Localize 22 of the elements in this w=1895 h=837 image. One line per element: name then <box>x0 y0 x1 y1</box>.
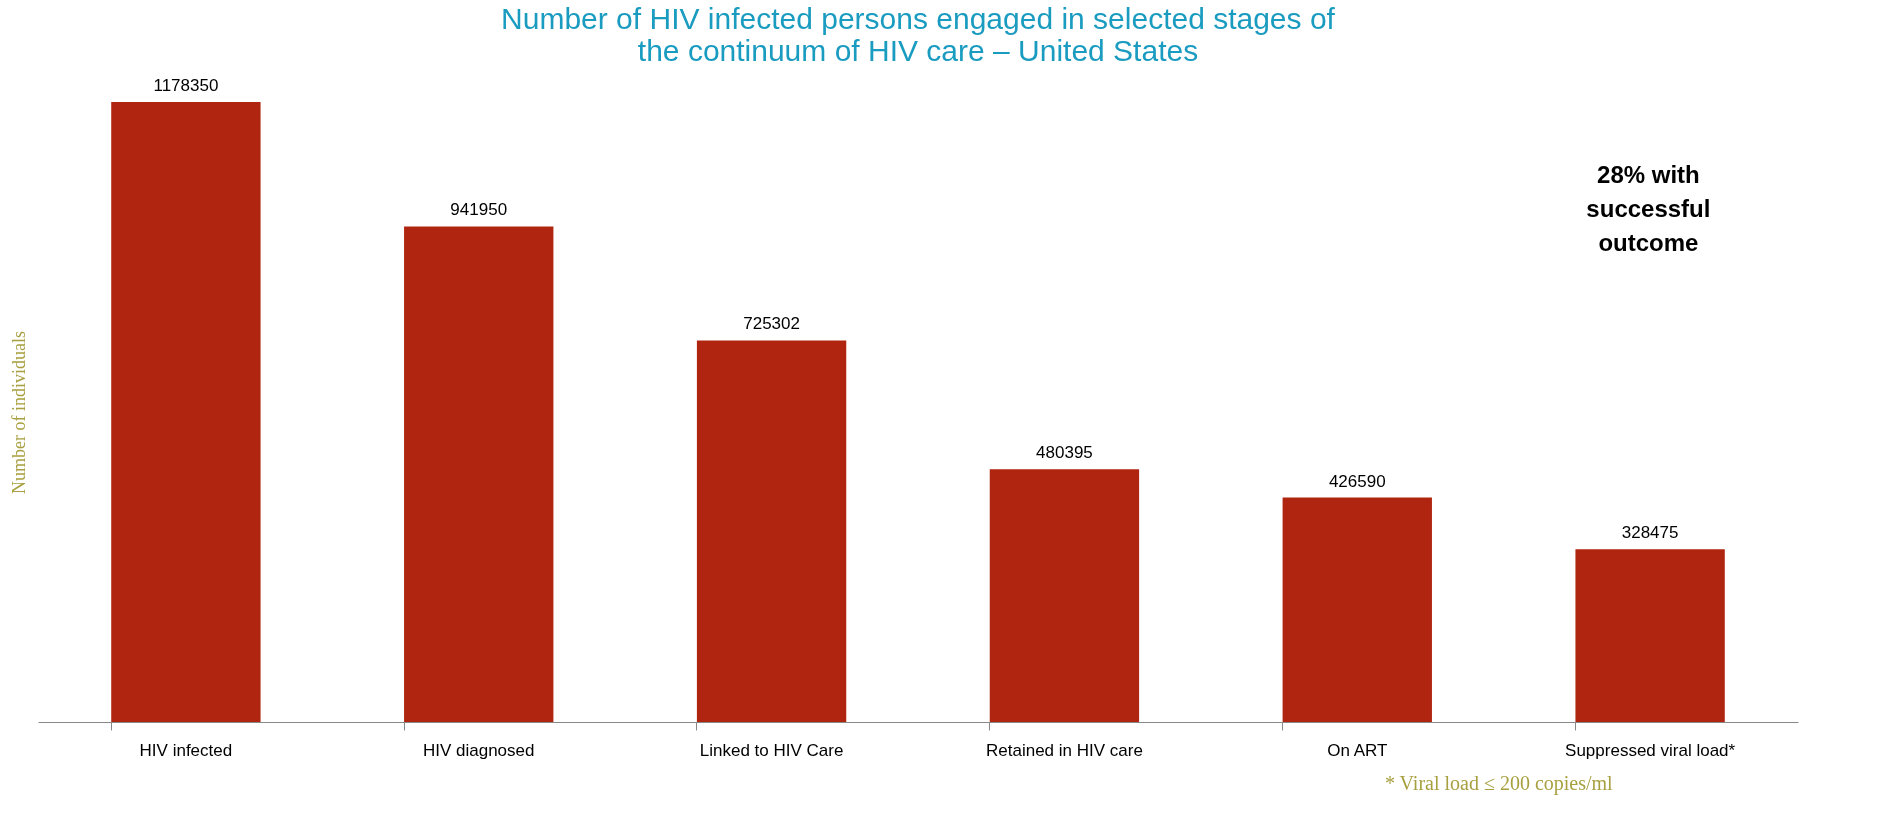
bar <box>404 226 554 722</box>
bar <box>111 102 261 722</box>
chart-title: Number of HIV infected persons engaged in selected stages of the continuum of HIV care – United States <box>501 2 1336 67</box>
data-label: 328475 <box>1621 523 1679 543</box>
data-label: 426590 <box>1328 471 1386 491</box>
x-tick-label: HIV infected <box>139 740 233 760</box>
x-tick-label: HIV diagnosed <box>422 740 535 760</box>
y-axis-title: Number of individuals <box>8 331 29 494</box>
x-tick-label: Suppressed viral load* <box>1565 740 1736 760</box>
bar <box>1575 549 1725 722</box>
x-tick-label: Linked to HIV Care <box>699 740 844 760</box>
x-tick-label: On ART <box>1327 740 1388 760</box>
annotation: 28% with successful outcome <box>1586 161 1711 256</box>
data-label: 725302 <box>743 314 800 334</box>
text: * Viral load ≤ 200 copies/ml <box>1384 772 1614 795</box>
bar <box>1282 497 1432 722</box>
bar <box>989 469 1140 722</box>
data-label: 480395 <box>1036 443 1093 463</box>
x-tick-label: Retained in HIV care <box>985 740 1143 760</box>
bar <box>696 340 847 722</box>
data-label: 941950 <box>450 200 508 220</box>
data-label: 1178350 <box>153 76 219 95</box>
